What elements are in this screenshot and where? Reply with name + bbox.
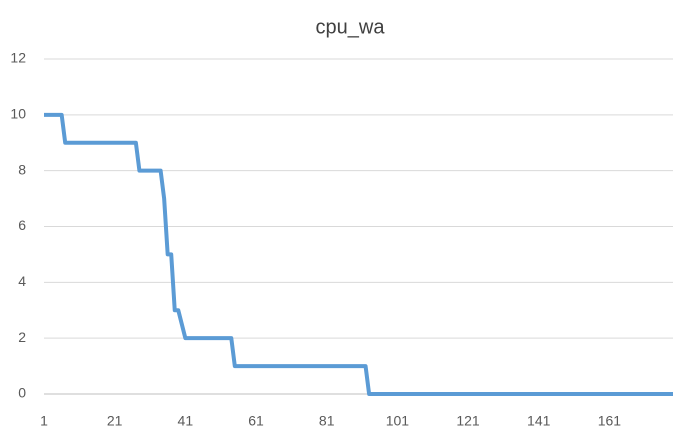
x-tick-label: 141 [527,413,551,429]
x-tick-label: 161 [598,413,622,429]
y-tick-label: 12 [10,50,26,66]
data-line [44,112,673,396]
x-tick-label: 121 [456,413,480,429]
x-tick-label: 41 [178,413,194,429]
y-tick-label: 0 [18,385,26,401]
y-tick-label: 4 [18,273,26,289]
y-tick-label: 6 [18,217,26,233]
x-tick-label: 21 [107,413,123,429]
x-tick-label: 61 [248,413,264,429]
x-tick-label: 81 [319,413,335,429]
x-tick-label: 101 [386,413,410,429]
chart-title: cpu_wa [316,16,386,38]
y-tick-label: 10 [10,106,26,122]
y-tick-label: 8 [18,161,26,177]
y-tick-label: 2 [18,329,26,345]
x-tick-label: 1 [40,413,48,429]
